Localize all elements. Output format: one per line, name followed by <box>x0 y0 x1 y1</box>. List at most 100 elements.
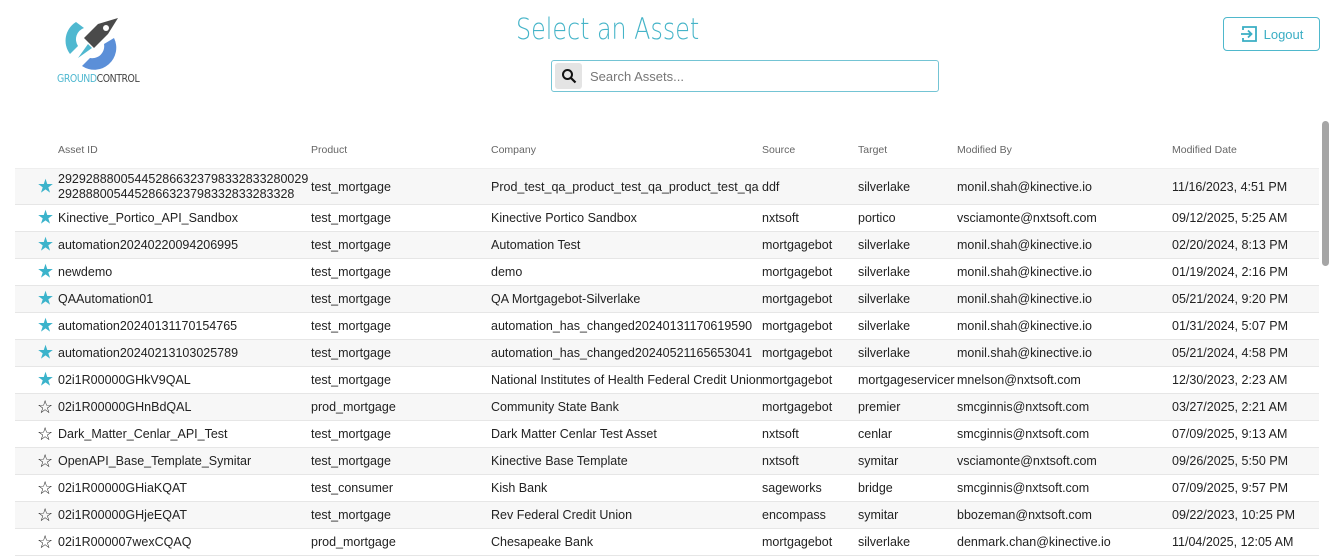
cell-product: test_mortgage <box>311 454 391 468</box>
column-header-asset-id[interactable]: Asset ID <box>58 144 98 156</box>
star-filled-icon[interactable]: ★ <box>37 234 55 256</box>
table-row[interactable]: ★ automation20240131170154765 test_mortgag… <box>15 313 1319 340</box>
cell-source: mortgagebot <box>762 292 833 306</box>
star-filled-icon[interactable]: ★ <box>37 207 55 229</box>
star-filled-icon[interactable]: ★ <box>37 315 55 337</box>
cell-modified-by: vsciamonte@nxtsoft.com <box>957 211 1097 225</box>
cell-asset-id: OpenAPI_Base_Template_Symitar <box>58 454 252 468</box>
table-row[interactable]: ☆ 02i1R00000GHnBdQAL prod_mortgage Communit… <box>15 394 1319 421</box>
cell-company: Chesapeake Bank <box>491 535 594 549</box>
cell-modified-date: 03/27/2025, 2:21 AM <box>1172 400 1288 414</box>
cell-target: silverlake <box>858 179 911 194</box>
star-filled-icon[interactable]: ★ <box>37 369 55 391</box>
cell-target: silverlake <box>858 292 911 306</box>
cell-modified-by: monil.shah@kinective.io <box>957 238 1092 252</box>
cell-modified-by: smcginnis@nxtsoft.com <box>957 481 1090 495</box>
table-row[interactable]: ★ 02i1R00000GHkV9QAL test_mortgage National… <box>15 367 1319 394</box>
cell-target: silverlake <box>858 535 911 549</box>
star-filled-icon[interactable]: ★ <box>37 342 55 364</box>
table-row[interactable]: ☆ 02i1R000007wexCQAQ prod_mortgage Chesapea… <box>15 529 1319 556</box>
cell-target: silverlake <box>858 346 911 360</box>
star-outline-icon[interactable]: ☆ <box>37 505 54 525</box>
asset-table: Asset ID Product Company Source Target Modifi… <box>15 130 1319 556</box>
table-row[interactable]: ☆ Dark_Matter_Cenlar_API_Test test_mortgag… <box>15 421 1319 448</box>
cell-source: mortgagebot <box>762 265 833 279</box>
table-row[interactable]: ★ QAAutomation01 test_mortgage QA Mortgageb… <box>15 286 1319 313</box>
table-row[interactable]: ☆ 02i1R00000GHiaKQAT test_consumer Kish Ban… <box>15 475 1319 502</box>
cell-product: test_mortgage <box>311 319 391 333</box>
cell-modified-by: vsciamonte@nxtsoft.com <box>957 454 1097 468</box>
column-header-modified-by[interactable]: Modified By <box>957 144 1012 156</box>
star-outline-icon[interactable]: ☆ <box>37 451 54 471</box>
cell-company: Kinective Base Template <box>491 454 628 468</box>
cell-product: prod_mortgage <box>311 535 396 549</box>
cell-source: mortgagebot <box>762 400 833 414</box>
table-row[interactable]: ★ automation20240213103025789 test_mortgag… <box>15 340 1319 367</box>
cell-modified-date: 02/20/2024, 8:13 PM <box>1172 238 1289 252</box>
star-outline-icon[interactable]: ☆ <box>37 424 54 444</box>
cell-source: nxtsoft <box>762 454 799 468</box>
search-input[interactable] <box>590 65 930 87</box>
cell-asset-id: 02i1R00000GHiaKQAT <box>58 481 188 495</box>
cell-modified-date: 05/21/2024, 9:20 PM <box>1172 292 1289 306</box>
cell-company: automation_has_changed20240521165653041 <box>491 346 753 360</box>
search-icon <box>561 69 576 84</box>
scrollbar[interactable] <box>1322 121 1329 266</box>
table-row[interactable]: ☆ 02i1R00000GHjeEQAT test_mortgage Rev Fede… <box>15 502 1319 529</box>
table-row[interactable]: ★ Kinective_Portico_API_Sandbox test_mortg… <box>15 205 1319 232</box>
table-row[interactable]: ★ 292928880054452866323798332833280029 292… <box>15 169 1319 205</box>
table-row[interactable]: ☆ OpenAPI_Base_Template_Symitar test_mortg… <box>15 448 1319 475</box>
cell-product: test_mortgage <box>311 508 391 522</box>
cell-company: Prod_test_qa_product_test_qa_product_tes… <box>491 179 759 194</box>
star-filled-icon[interactable]: ★ <box>37 288 55 310</box>
logout-button[interactable]: Logout <box>1223 17 1320 51</box>
column-header-target[interactable]: Target <box>858 144 888 156</box>
cell-target: portico <box>858 211 896 225</box>
star-filled-icon[interactable]: ★ <box>37 261 55 283</box>
cell-source: nxtsoft <box>762 427 799 441</box>
search-button[interactable] <box>555 63 582 89</box>
cell-modified-by: monil.shah@kinective.io <box>957 319 1092 333</box>
column-header-product[interactable]: Product <box>311 144 348 156</box>
logo-text: GROUNDCONTROL <box>57 72 140 85</box>
cell-target: symitar <box>858 508 899 522</box>
cell-source: mortgagebot <box>762 346 833 360</box>
cell-modified-by: monil.shah@kinective.io <box>957 265 1092 279</box>
logout-icon <box>1240 26 1257 42</box>
cell-source: mortgagebot <box>762 373 833 387</box>
table-header: Asset ID Product Company Source Target Modifi… <box>15 130 1319 169</box>
cell-product: test_consumer <box>311 481 393 495</box>
cell-company: QA Mortgagebot-Silverlake <box>491 292 641 306</box>
column-header-modified-date[interactable]: Modified Date <box>1172 144 1237 156</box>
cell-target: silverlake <box>858 265 911 279</box>
table-row[interactable]: ★ automation20240220094206995 test_mortgag… <box>15 232 1319 259</box>
cell-modified-by: monil.shah@kinective.io <box>957 346 1092 360</box>
star-outline-icon[interactable]: ☆ <box>37 478 54 498</box>
star-outline-icon[interactable]: ☆ <box>37 397 54 417</box>
table-row[interactable]: ★ newdemo test_mortgage demo mortgagebot silv… <box>15 259 1319 286</box>
star-filled-icon[interactable]: ★ <box>37 176 55 197</box>
star-outline-icon[interactable]: ☆ <box>37 532 54 552</box>
asset-id-line: 292928880054452866323798332833280029 <box>58 171 309 186</box>
cell-target: silverlake <box>858 238 911 252</box>
cell-product: test_mortgage <box>311 292 391 306</box>
cell-company: Rev Federal Credit Union <box>491 508 633 522</box>
cell-modified-date: 11/04/2025, 12:05 AM <box>1172 535 1294 549</box>
cell-modified-date: 01/19/2024, 2:16 PM <box>1172 265 1289 279</box>
cell-asset-id: automation20240220094206995 <box>58 238 239 252</box>
column-header-company[interactable]: Company <box>491 144 536 156</box>
cell-asset-id: 02i1R00000GHkV9QAL <box>58 373 191 387</box>
cell-modified-by: smcginnis@nxtsoft.com <box>957 400 1090 414</box>
page-title: Select an Asset <box>516 12 700 46</box>
column-header-source[interactable]: Source <box>762 144 796 156</box>
cell-asset-id: automation20240131170154765 <box>58 319 238 333</box>
cell-source: mortgagebot <box>762 319 833 333</box>
cell-company: Dark Matter Cenlar Test Asset <box>491 427 657 441</box>
cell-target: bridge <box>858 481 893 495</box>
cell-target: premier <box>858 400 901 414</box>
cell-modified-by: smcginnis@nxtsoft.com <box>957 427 1090 441</box>
cell-product: test_mortgage <box>311 346 391 360</box>
asset-id-line: 2928880054452866323798332833283328 <box>58 186 295 201</box>
search-box <box>551 60 939 92</box>
cell-asset-id: 02i1R00000GHjeEQAT <box>58 508 188 522</box>
